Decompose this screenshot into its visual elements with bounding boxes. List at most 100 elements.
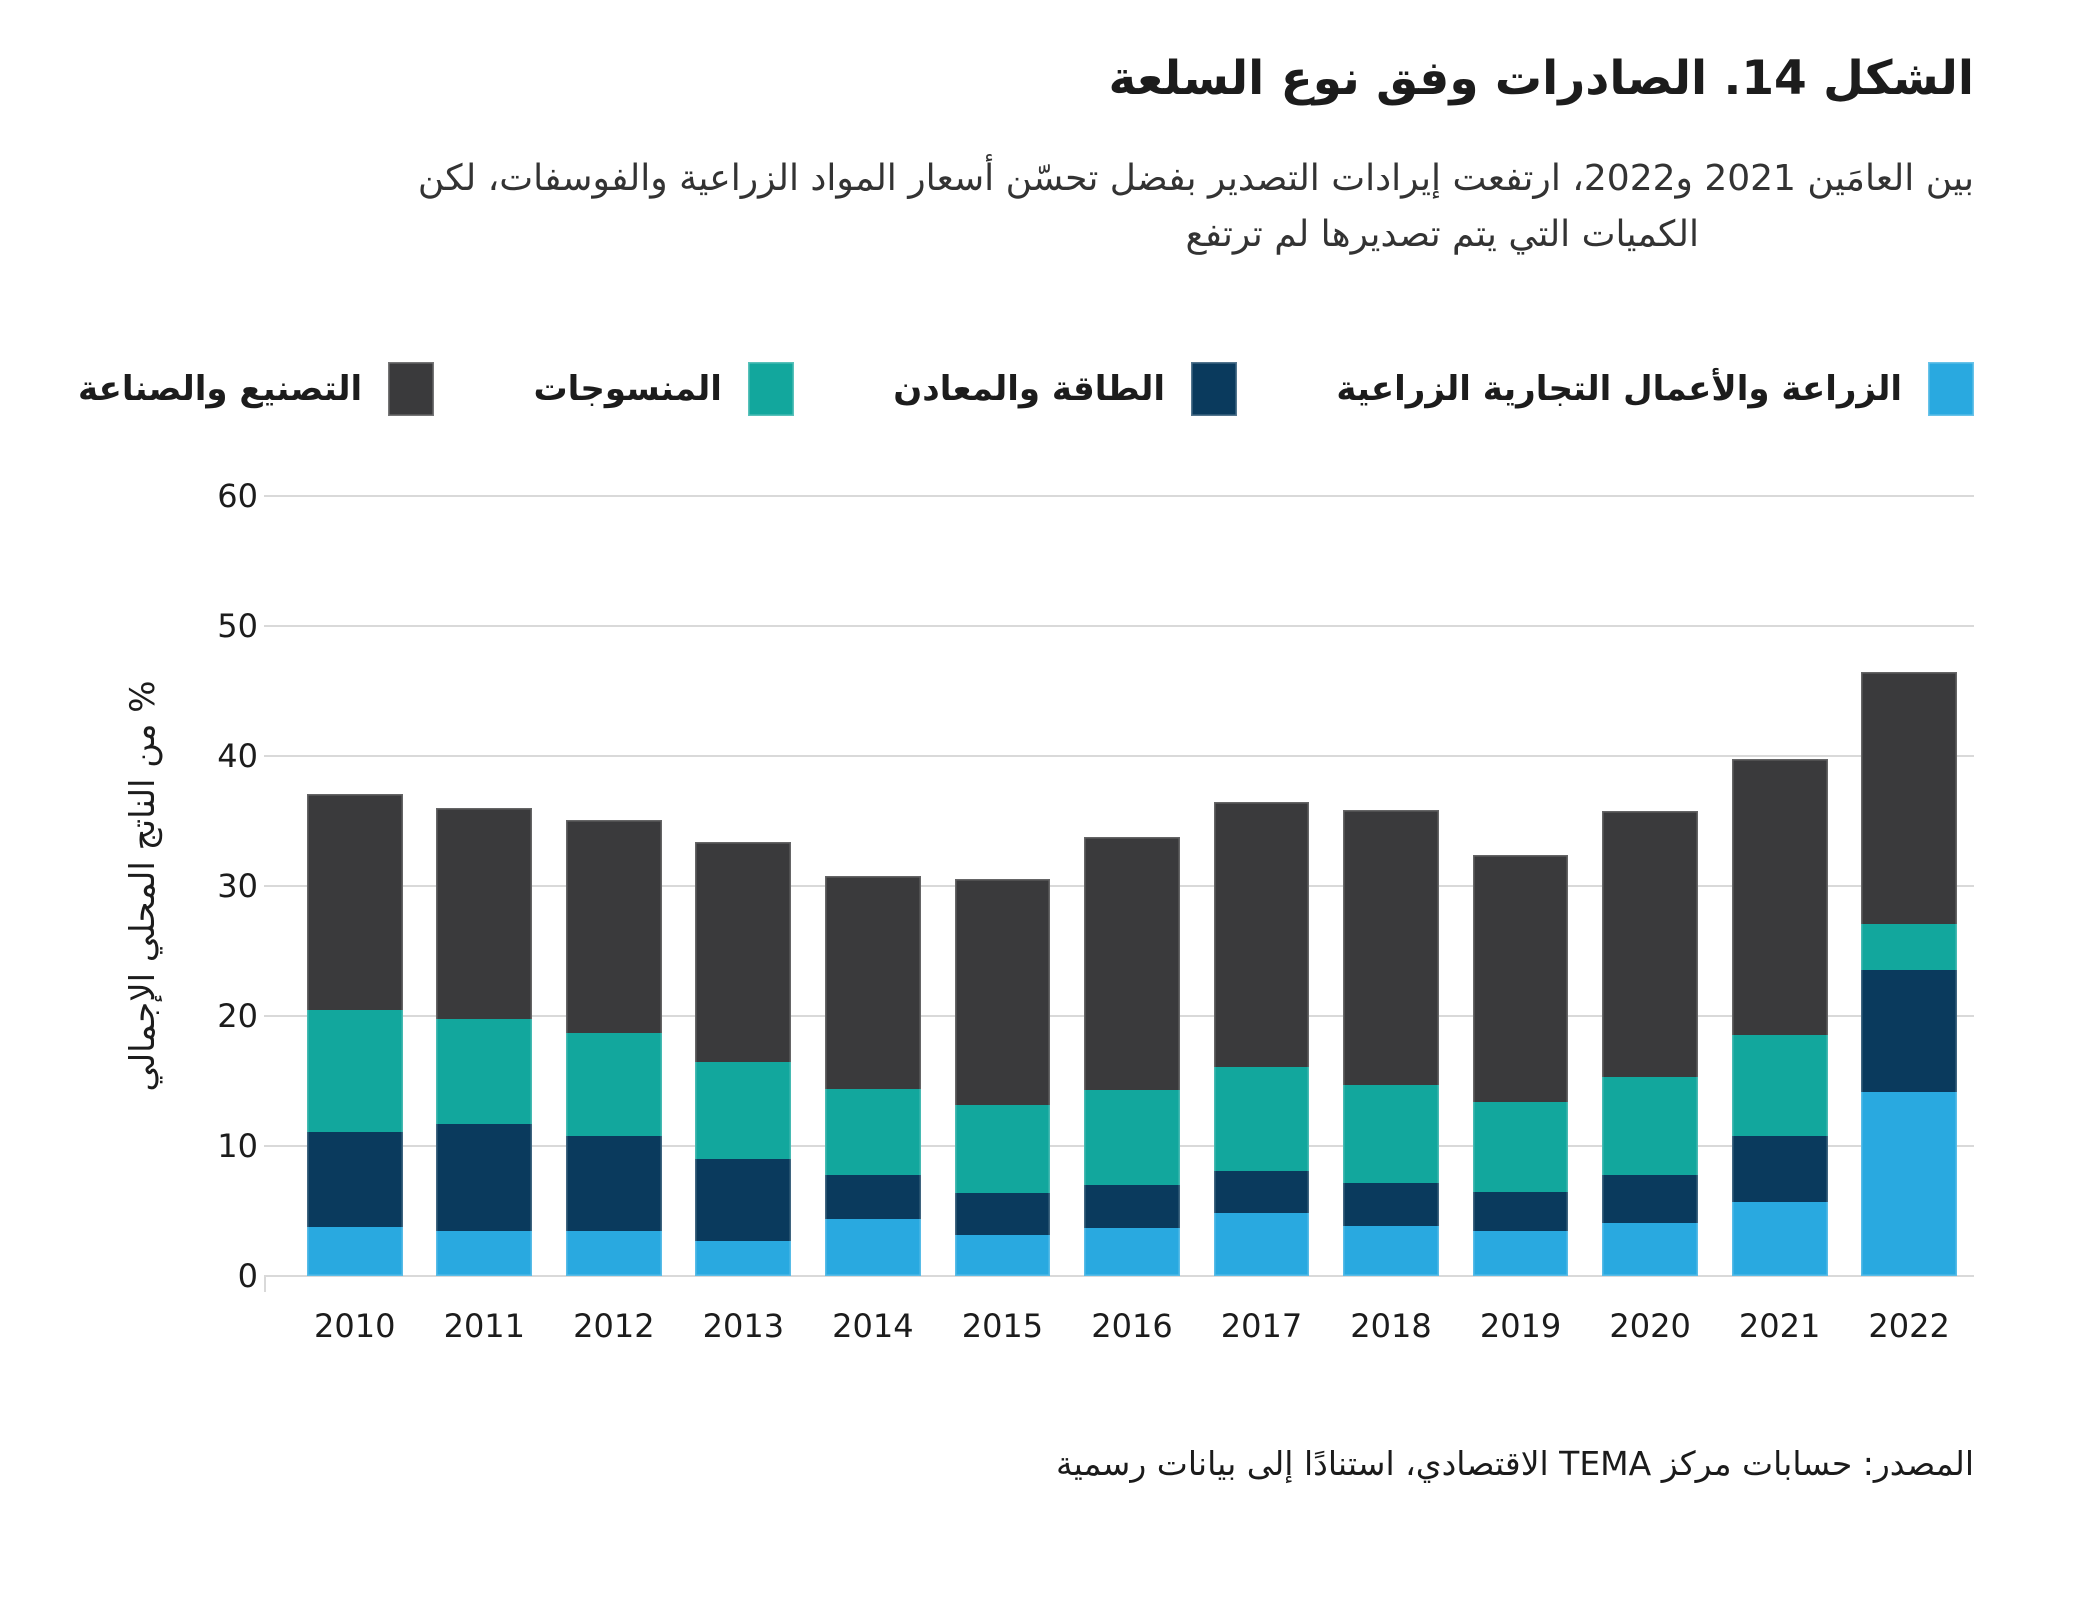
- bar-segment: [1084, 1185, 1180, 1229]
- stacked-bar: [436, 808, 533, 1277]
- stacked-bar: [1472, 855, 1569, 1277]
- legend-swatch: [388, 362, 435, 417]
- bar-segment: [695, 1061, 792, 1160]
- bar-column-2021: [1715, 496, 1845, 1277]
- bar-segment: [1084, 1090, 1180, 1186]
- bar-segment: [1861, 671, 1958, 925]
- bar-segment: [1602, 810, 1698, 1078]
- bar-segment: [1861, 969, 1958, 1092]
- legend-item: التصنيع والصناعة: [78, 362, 435, 417]
- x-tick-label: 2012: [573, 1307, 655, 1346]
- y-tick-label: 60: [217, 477, 258, 516]
- stacked-bar: [1343, 809, 1439, 1277]
- chart-legend: الزراعة والأعمال التجارية الزراعية الطاقة…: [78, 362, 1974, 417]
- bar-segment: [824, 1219, 921, 1277]
- bar-column-2015: [938, 496, 1068, 1277]
- x-tick-label: 2015: [961, 1307, 1044, 1346]
- bar-segment: [824, 1174, 921, 1220]
- y-tick-label: 30: [217, 867, 258, 906]
- bar-segment: [436, 1018, 533, 1125]
- subtitle-line-2: الكميات التي يتم تصديرها لم ترتفع: [1185, 213, 1699, 255]
- legend-swatch: [1928, 362, 1974, 417]
- y-tick-label: 50: [217, 607, 258, 646]
- bar-segment: [1472, 855, 1569, 1103]
- figure-title: الشكل 14. الصادرات وفق نوع السلعة: [1108, 51, 1974, 106]
- bar-column-2014: [808, 496, 938, 1277]
- bar-segment: [824, 875, 921, 1090]
- bar-segment: [1602, 1174, 1698, 1224]
- bar-segment: [1213, 1171, 1310, 1213]
- legend-label: الزراعة والأعمال التجارية الزراعية: [1336, 369, 1902, 410]
- bar-segment: [1084, 836, 1180, 1091]
- bar-segment: [306, 1132, 403, 1227]
- stacked-bar: [1602, 810, 1698, 1277]
- bar-segment: [1343, 1085, 1439, 1183]
- legend-item: المنسوجات: [533, 362, 794, 417]
- plot-area: 0 10 20 30 40 50 60: [217, 480, 1974, 1293]
- figure-subtitle: بين العامَين 2021 و2022، ارتفعت إيرادات …: [78, 151, 1974, 263]
- bar-column-2020: [1585, 496, 1715, 1277]
- bar-segment: [1343, 1182, 1439, 1226]
- legend-label: المنسوجات: [533, 369, 722, 410]
- stacked-bar: [565, 820, 662, 1277]
- bar-segment: [1731, 1135, 1828, 1203]
- legend-swatch: [747, 362, 794, 417]
- bar-segment: [954, 1104, 1051, 1194]
- bar-segment: [695, 1241, 792, 1277]
- bar-segment: [565, 1230, 662, 1277]
- bar-column-2013: [679, 496, 809, 1277]
- bar-segment: [824, 1089, 921, 1175]
- y-tick-label: 0: [237, 1257, 258, 1296]
- gridline: [264, 625, 1974, 628]
- x-tick-label: 2013: [702, 1307, 785, 1346]
- legend-label: الطاقة والمعادن: [893, 369, 1166, 410]
- stacked-bar: [1213, 801, 1310, 1277]
- x-tick-label: 2014: [832, 1307, 914, 1346]
- bar-segment: [954, 1234, 1051, 1277]
- bar-segment: [436, 1124, 533, 1231]
- stacked-bar: [695, 842, 792, 1277]
- bar-segment: [1472, 1102, 1569, 1192]
- source-note: المصدر: حسابات مركز TEMA الاقتصادي، استن…: [1055, 1444, 1974, 1484]
- bar-segment: [1213, 801, 1310, 1068]
- bar-segment: [306, 1226, 403, 1277]
- y-tick-label: 10: [217, 1127, 258, 1166]
- stacked-bar: [1731, 758, 1828, 1277]
- bar-segment: [565, 820, 662, 1034]
- stacked-bar: [954, 878, 1051, 1277]
- x-tick-label: 2020: [1609, 1307, 1691, 1346]
- stacked-bar-chart: % من الناتج المحلي الإجمالي 0 10 20 30 40 50 6…: [78, 480, 1974, 1348]
- stacked-bar: [1084, 836, 1180, 1277]
- bar-segment: [1472, 1191, 1569, 1231]
- bar-segment: [306, 794, 403, 1010]
- bar-segment: [565, 1135, 662, 1231]
- bar-segment: [1213, 1067, 1310, 1172]
- bar-column-2011: [420, 496, 550, 1277]
- y-axis: % من الناتج المحلي الإجمالي: [78, 496, 208, 1276]
- bar-segment: [1731, 1034, 1828, 1136]
- stacked-bar: [824, 875, 921, 1277]
- bar-column-2016: [1067, 496, 1197, 1277]
- bar-segment: [1213, 1212, 1310, 1277]
- gridline: [264, 495, 1974, 498]
- bar-segment: [1602, 1077, 1698, 1175]
- plot-column: 0 10 20 30 40 50 60 2010 2011 2012 2013 2014 2015 20…: [208, 480, 1974, 1348]
- x-tick-label: 2011: [443, 1307, 526, 1346]
- bars-layer: [290, 496, 1974, 1277]
- bar-segment: [565, 1033, 662, 1136]
- x-tick-label: 2010: [314, 1307, 396, 1346]
- bar-segment: [436, 1230, 533, 1277]
- bar-segment: [954, 1193, 1051, 1235]
- bar-segment: [1731, 1202, 1828, 1277]
- bar-segment: [1472, 1230, 1569, 1277]
- bar-segment: [1602, 1223, 1698, 1277]
- y-tick-label: 20: [217, 997, 258, 1036]
- bar-segment: [695, 842, 792, 1062]
- bar-segment: [954, 878, 1051, 1105]
- y-tick-label: 40: [217, 737, 258, 776]
- bar-segment: [1084, 1228, 1180, 1277]
- bar-segment: [695, 1159, 792, 1242]
- bar-column-2012: [549, 496, 679, 1277]
- stacked-bar: [306, 794, 403, 1277]
